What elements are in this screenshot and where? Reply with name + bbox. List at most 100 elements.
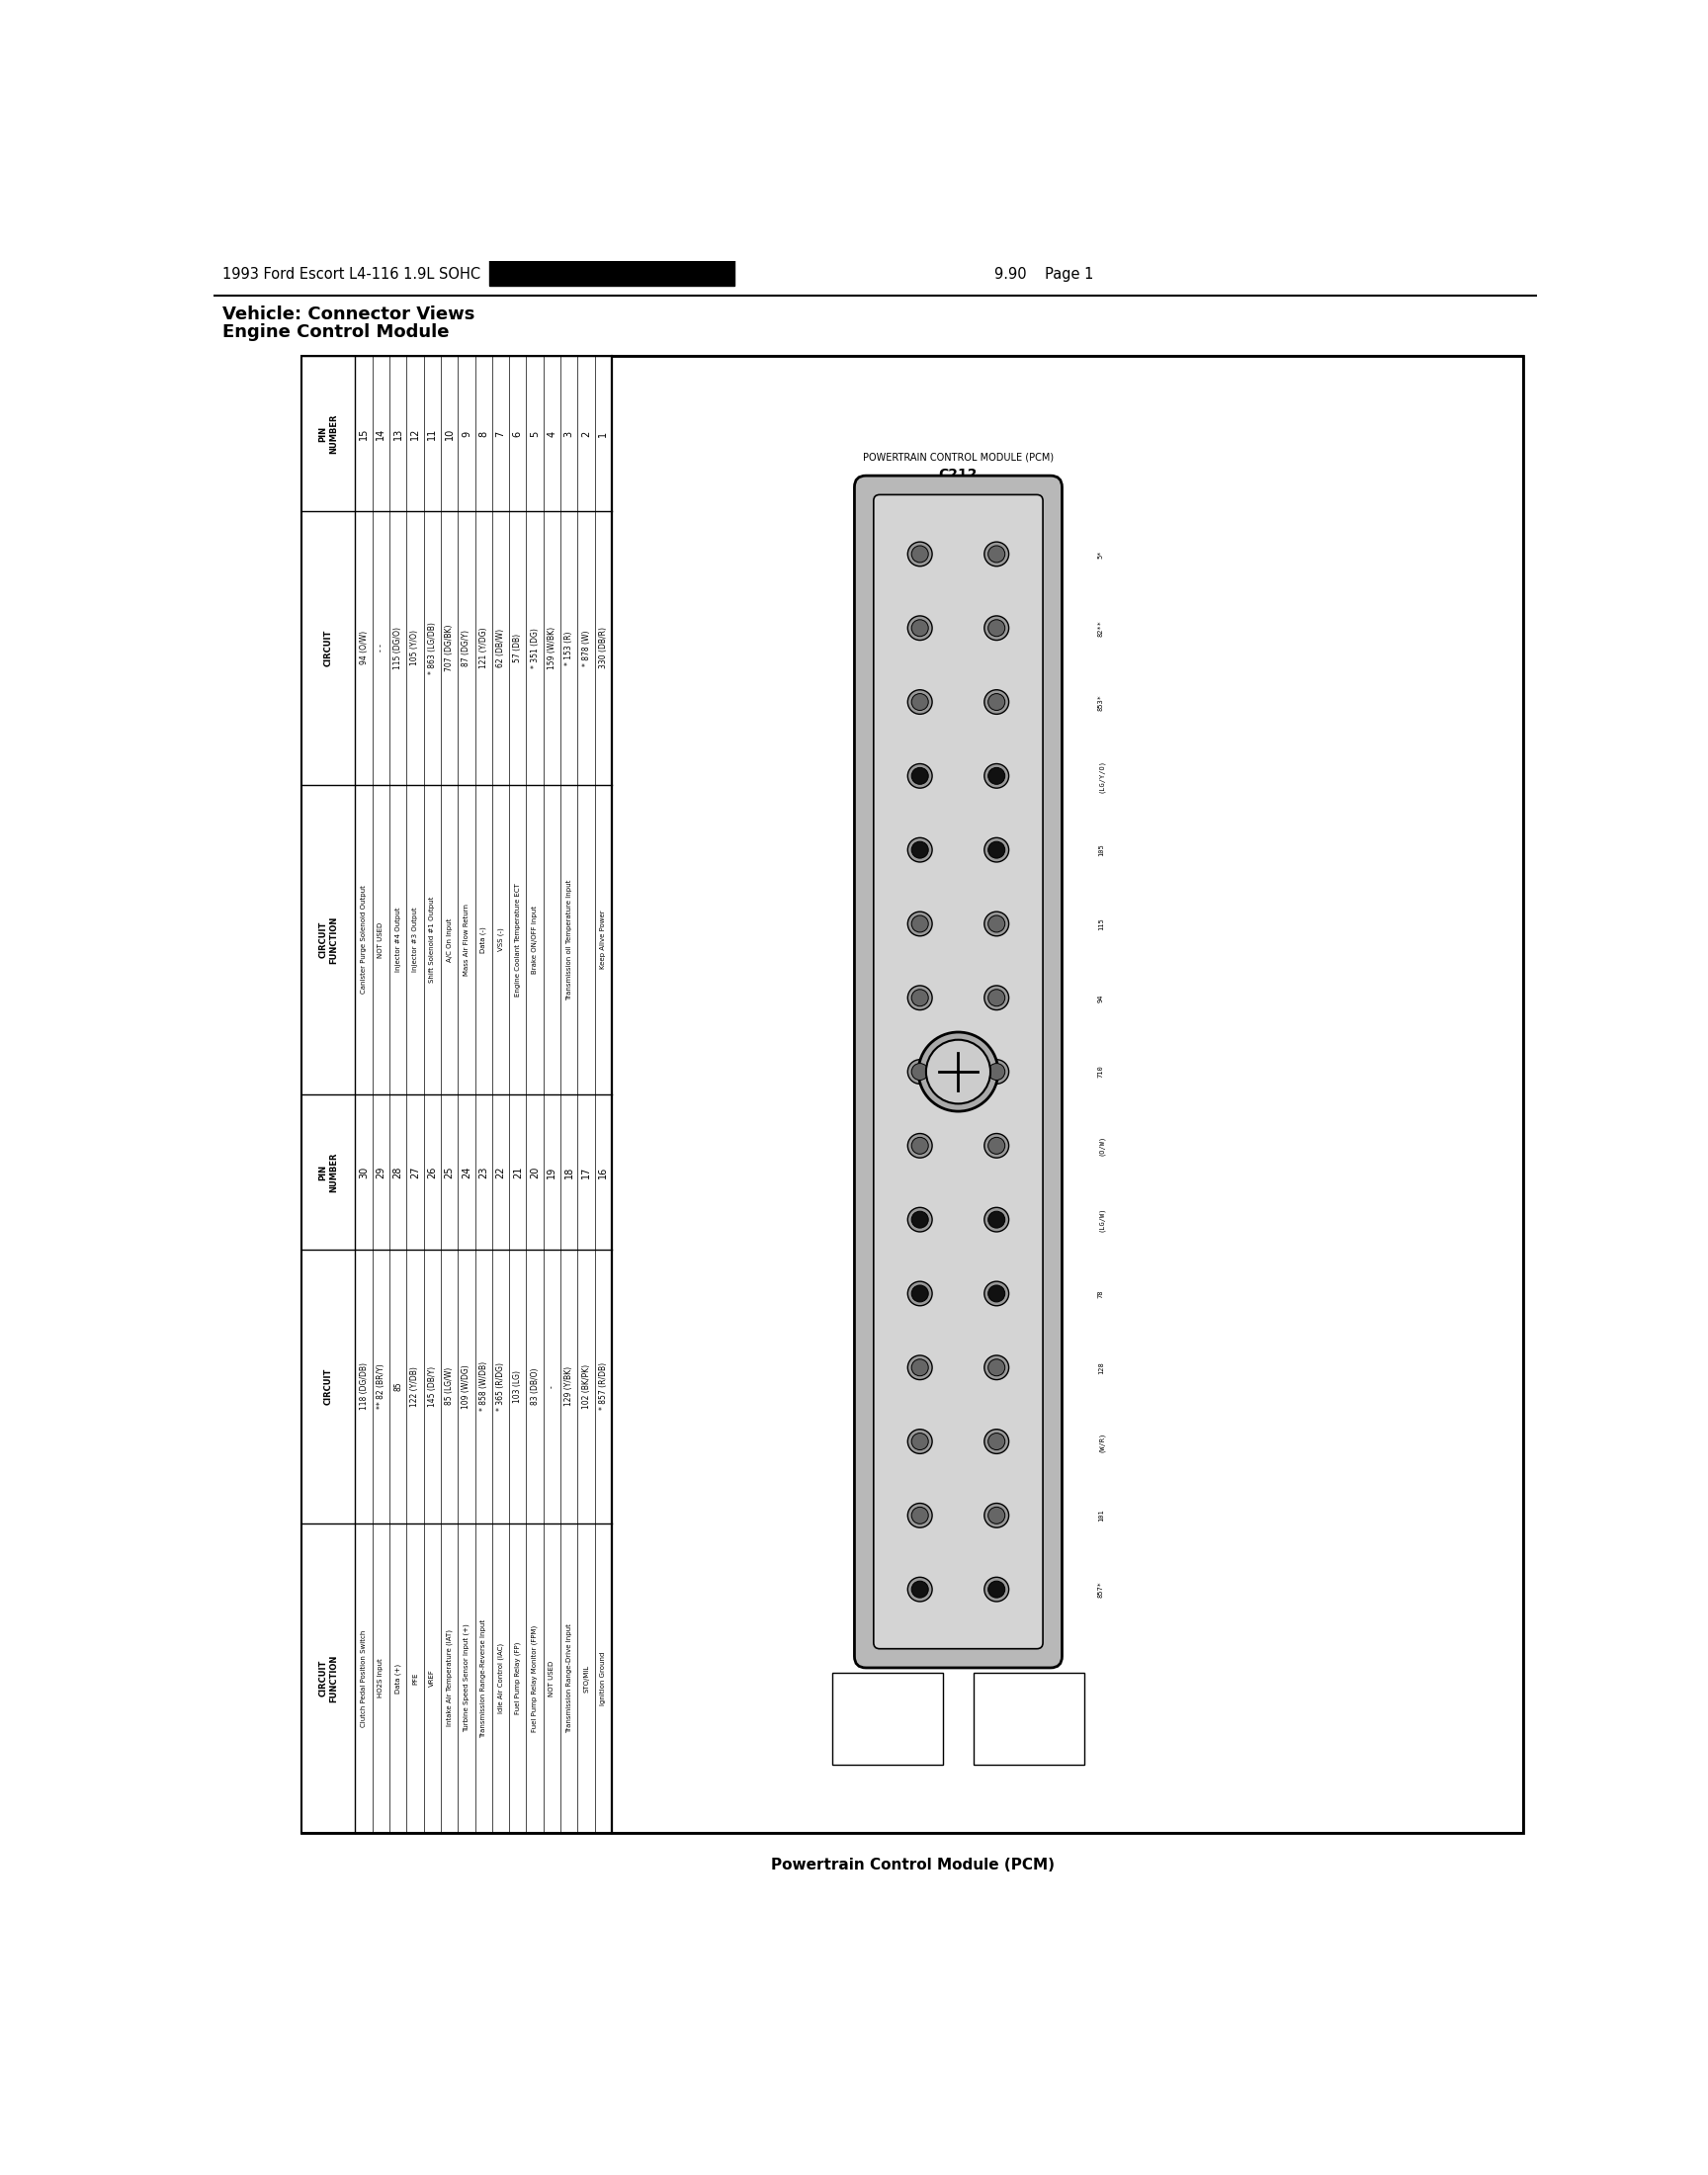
Text: 20: 20 [529, 1166, 540, 1179]
Text: 4: 4 [547, 431, 557, 437]
Text: Idle Air Control (IAC): Idle Air Control (IAC) [497, 1642, 504, 1714]
Circle shape [984, 763, 1009, 787]
Text: 105: 105 [1098, 844, 1103, 857]
Text: 103: 103 [1052, 622, 1057, 635]
Text: (LG/BK): (LG/BK) [863, 983, 868, 1014]
Text: - -: - - [376, 644, 386, 652]
Circle shape [907, 1059, 933, 1083]
Circle shape [912, 1211, 929, 1229]
Text: * 365 (R/DG): * 365 (R/DG) [497, 1362, 506, 1412]
Text: (w/DB): (w/DB) [863, 837, 868, 863]
Circle shape [984, 985, 1009, 1009]
Circle shape [912, 1064, 929, 1081]
Text: (DB/R): (DB/R) [863, 542, 868, 568]
Text: Keep Alive Power: Keep Alive Power [600, 911, 606, 970]
Text: NOT USED: NOT USED [548, 1660, 555, 1697]
Text: 330: 330 [1052, 548, 1057, 561]
Text: 853*: 853* [1098, 694, 1103, 711]
Text: * 863 (LG/DB): * 863 (LG/DB) [427, 622, 437, 674]
Circle shape [907, 1133, 933, 1157]
Circle shape [907, 837, 933, 861]
Text: (DK/BK): (DK/BK) [863, 1575, 868, 1605]
Text: Vehicle: Connector Views: Vehicle: Connector Views [222, 305, 475, 324]
Text: 145: 145 [1052, 1140, 1057, 1153]
Text: (R/DG): (R/DG) [863, 763, 868, 790]
Text: -: - [548, 1385, 557, 1388]
Text: 101: 101 [1098, 1509, 1103, 1522]
Text: (LG/Y/O): (LG/Y/O) [1098, 759, 1105, 792]
Text: 103 (LG): 103 (LG) [514, 1370, 523, 1403]
Circle shape [907, 1503, 933, 1527]
Circle shape [984, 1281, 1009, 1305]
Circle shape [989, 1507, 1004, 1525]
Circle shape [907, 1207, 933, 1231]
Text: * 878 (W): * 878 (W) [582, 631, 591, 666]
Text: ** 82 (BR/Y): ** 82 (BR/Y) [376, 1364, 386, 1409]
Text: * 858 (W/DB): * 858 (W/DB) [478, 1362, 488, 1412]
Text: ** WITH
MANUAL
TRANSAXLE: ** WITH MANUAL TRANSAXLE [997, 1703, 1061, 1736]
Text: 62 (DB/W): 62 (DB/W) [497, 629, 506, 668]
Text: 8: 8 [478, 431, 488, 437]
Circle shape [907, 1355, 933, 1379]
Text: PFE: PFE [412, 1673, 418, 1683]
Text: 9.90    Page 1: 9.90 Page 1 [994, 268, 1095, 281]
Text: 23: 23 [478, 1166, 488, 1179]
Circle shape [912, 768, 929, 785]
Text: 1993 Ford Escort L4-116 1.9L SOHC: 1993 Ford Escort L4-116 1.9L SOHC [222, 268, 480, 281]
Text: 78: 78 [1098, 1290, 1103, 1298]
Text: Transmission oil Temperature Input: Transmission oil Temperature Input [565, 879, 572, 1000]
Text: 6: 6 [512, 431, 523, 437]
Text: 105 (Y/O): 105 (Y/O) [410, 631, 420, 666]
Circle shape [912, 1138, 929, 1155]
Text: Engine Coolant Temperature ECT: Engine Coolant Temperature ECT [514, 883, 521, 996]
Text: Injector #4 Output: Injector #4 Output [395, 907, 401, 972]
Text: HO2S Input: HO2S Input [377, 1660, 384, 1699]
Circle shape [989, 768, 1004, 785]
Circle shape [984, 1429, 1009, 1453]
Text: 24: 24 [461, 1166, 471, 1179]
Text: 19: 19 [547, 1166, 557, 1179]
Text: (R/W): (R/W) [863, 1061, 868, 1083]
Circle shape [912, 990, 929, 1007]
Text: 86: 86 [863, 920, 868, 929]
Text: 26: 26 [427, 1166, 437, 1179]
Text: (DB/W): (DB/W) [1052, 1059, 1059, 1085]
Text: 85 (LG/W): 85 (LG/W) [444, 1368, 454, 1405]
Circle shape [989, 1064, 1004, 1081]
Text: Powertrain Control Module (PCM): Powertrain Control Module (PCM) [770, 1857, 1054, 1873]
Text: * 857 (R/DB): * 857 (R/DB) [600, 1362, 608, 1409]
Circle shape [989, 842, 1004, 859]
Text: 118 (DG/DB): 118 (DG/DB) [359, 1362, 369, 1409]
Text: VSS (-): VSS (-) [497, 929, 504, 950]
Circle shape [989, 1138, 1004, 1155]
Text: 25: 25 [444, 1166, 454, 1179]
Circle shape [989, 990, 1004, 1007]
Text: 5*: 5* [1098, 550, 1103, 559]
Text: 18: 18 [564, 1166, 574, 1179]
Text: 9: 9 [461, 431, 471, 437]
Text: 102 (BK/PK): 102 (BK/PK) [582, 1364, 591, 1409]
Circle shape [989, 546, 1004, 563]
Text: 115 (DG/O): 115 (DG/O) [393, 626, 403, 670]
Text: (W/R): (W/R) [1098, 1431, 1105, 1453]
Bar [302, 357, 611, 1834]
Circle shape [989, 620, 1004, 637]
Text: 87 (DG/Y): 87 (DG/Y) [461, 629, 471, 666]
Text: (DB/K): (DB/K) [863, 1355, 868, 1381]
Text: CIRCUIT: CIRCUIT [325, 1368, 333, 1405]
Circle shape [912, 1433, 929, 1451]
Circle shape [912, 620, 929, 637]
Text: (W): (W) [1052, 770, 1059, 783]
Text: Injector #3 Output: Injector #3 Output [412, 907, 418, 972]
Text: 17: 17 [581, 1166, 591, 1179]
Circle shape [989, 1211, 1004, 1229]
Text: (BL/Y): (BL/Y) [1052, 1207, 1059, 1233]
Text: 710: 710 [1098, 1066, 1103, 1079]
Circle shape [989, 694, 1004, 711]
Text: 11: 11 [427, 428, 437, 439]
Text: 159: 159 [1052, 844, 1057, 857]
Circle shape [912, 1285, 929, 1303]
Text: 118: 118 [863, 1214, 868, 1227]
Circle shape [984, 1133, 1009, 1157]
Text: Transmission Range-Reverse Input: Transmission Range-Reverse Input [480, 1618, 487, 1738]
